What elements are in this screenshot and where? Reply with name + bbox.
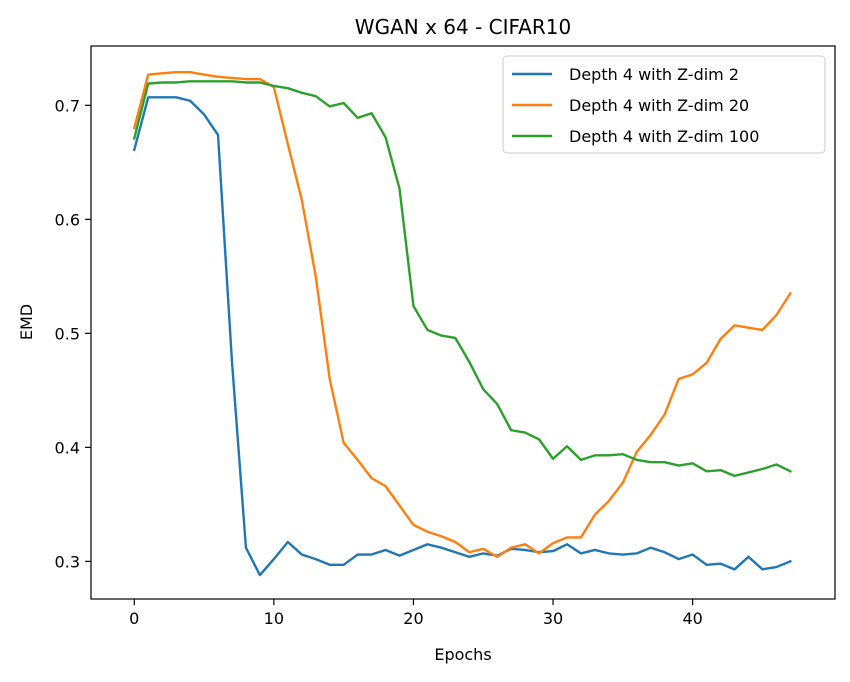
x-tick-label: 10 <box>264 609 284 628</box>
y-tick-label: 0.3 <box>55 552 80 571</box>
y-axis-ticks: 0.3 0.4 0.5 0.6 0.7 <box>55 96 91 571</box>
series-line-2 <box>132 71 792 559</box>
legend: Depth 4 with Z-dim 2 Depth 4 with Z-dim 2… <box>502 55 826 154</box>
x-tick-label: 40 <box>682 609 702 628</box>
x-tick-label: 0 <box>129 609 139 628</box>
y-axis-label: EMD <box>17 304 36 340</box>
x-axis-label: Epochs <box>434 645 491 664</box>
legend-label-3: Depth 4 with Z-dim 100 <box>569 127 759 146</box>
series-line-3 <box>132 80 792 478</box>
legend-label-2: Depth 4 with Z-dim 20 <box>569 96 749 115</box>
x-tick-label: 30 <box>543 609 563 628</box>
plot-frame <box>90 45 836 600</box>
y-tick-label: 0.6 <box>55 210 80 229</box>
y-tick-label: 0.7 <box>55 96 80 115</box>
x-tick-label: 20 <box>403 609 423 628</box>
series-lines <box>132 71 792 577</box>
series-line-1 <box>132 96 792 577</box>
legend-label-1: Depth 4 with Z-dim 2 <box>569 65 739 84</box>
legend-box <box>502 55 826 154</box>
x-axis-ticks: 0 10 20 30 40 <box>129 599 703 628</box>
chart-title: WGAN x 64 - CIFAR10 <box>355 15 571 39</box>
y-tick-label: 0.4 <box>55 438 80 457</box>
y-tick-label: 0.5 <box>55 324 80 343</box>
